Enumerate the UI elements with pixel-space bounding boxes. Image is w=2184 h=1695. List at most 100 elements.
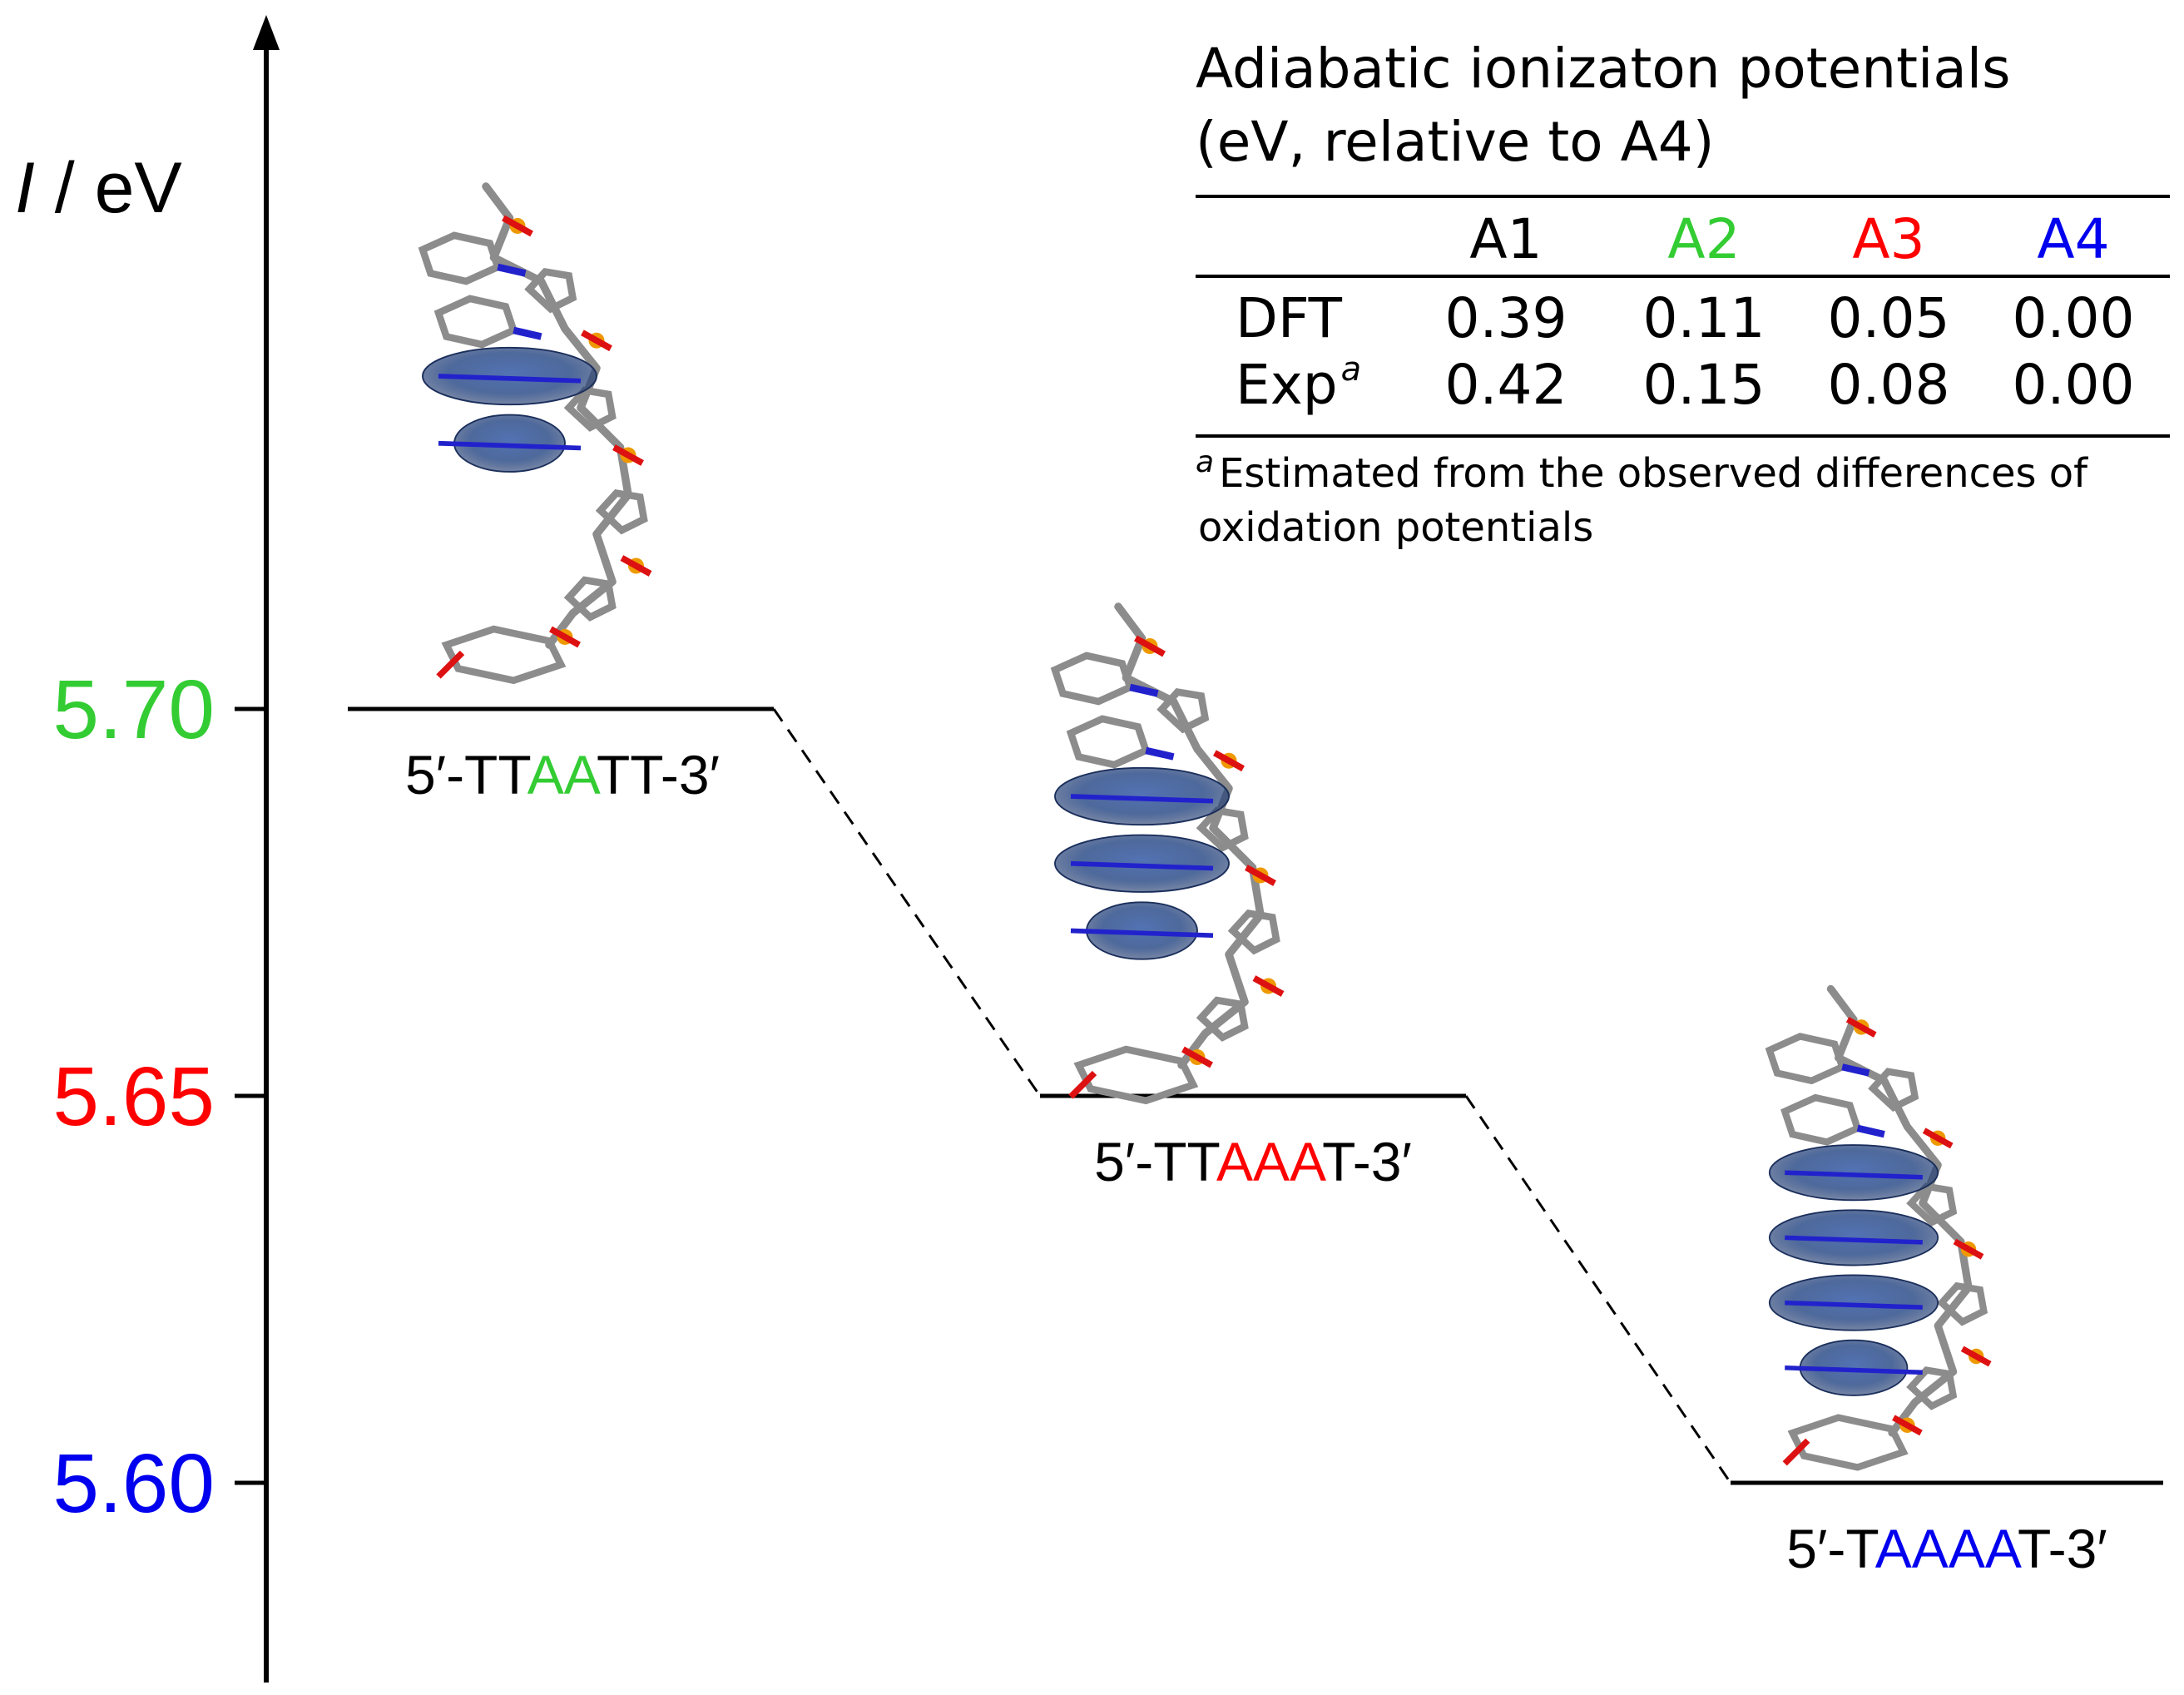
oxygen-bond	[1782, 1438, 1810, 1466]
ionization-table: Adiabatic ionizaton potentials (eV, rela…	[1196, 37, 2170, 551]
sequence-highlight: AA	[527, 744, 601, 805]
adenine-base	[438, 374, 582, 384]
sugar-ring	[1156, 688, 1210, 734]
oxygen-bond	[1922, 1128, 1954, 1149]
sequence-highlight: AAA	[1216, 1131, 1326, 1192]
sugar-ring	[1868, 1068, 1919, 1112]
column-header: A2	[1667, 207, 1740, 271]
table-cell: 0.00	[2013, 286, 2135, 350]
thymine-base	[1780, 1093, 1862, 1146]
thymine-base	[433, 295, 518, 349]
column-header: A1	[1469, 207, 1542, 271]
oxygen-bond	[1892, 1415, 1923, 1436]
nitrogen-bond	[1856, 1124, 1885, 1138]
table-footnote-line1: a Estimated from the observed differences…	[1196, 445, 2088, 497]
thymine-base	[1050, 652, 1135, 706]
molecule-renderings	[418, 182, 1992, 1471]
oxygen-bond	[1252, 975, 1285, 997]
tick-label: 5.60	[52, 1437, 215, 1530]
row-label: Exp a	[1236, 350, 1361, 417]
level-connector	[772, 708, 1042, 1097]
table-body: DFT 0.39 0.11 0.05 0.00 Exp a 0.42 0.15 0.08 0.00	[1236, 286, 2134, 417]
sequence-label: 5′-TTAATT-3′	[405, 744, 720, 805]
sugar-ring	[563, 386, 617, 432]
thymine-base	[1066, 715, 1151, 769]
dna-molecule-image	[1765, 984, 1992, 1471]
nitrogen-bond	[1841, 1063, 1870, 1077]
adenine-base	[1785, 1365, 1923, 1375]
table-cell: 0.05	[1828, 286, 1950, 350]
row-label-superscript: a	[1341, 350, 1362, 389]
table-title-line2: (eV, relative to A4)	[1196, 110, 1715, 174]
dna-molecule-image	[1050, 602, 1285, 1105]
adenine-base	[438, 440, 582, 451]
nitrogen-bond	[497, 263, 527, 277]
column-header: A3	[1852, 207, 1924, 271]
sequence-suffix: T-3′	[1322, 1131, 1412, 1192]
tick-label: 5.70	[52, 663, 215, 756]
oxygen-bond	[1181, 1046, 1213, 1068]
sequence-label: 5′-TAAAAT-3′	[1786, 1518, 2107, 1579]
row-label-text: Exp	[1236, 353, 1338, 417]
adenine-base	[1785, 1170, 1923, 1180]
adenine-base	[1070, 860, 1214, 871]
axis-arrow-icon	[253, 15, 280, 50]
oxygen-bond	[1213, 750, 1245, 772]
sugar-ring	[524, 268, 577, 314]
sequence-prefix: 5′-T	[1786, 1518, 1878, 1579]
dna-molecule-image	[418, 182, 652, 685]
oxygen-bond	[620, 555, 652, 577]
energy-levels: 5′-TTAATT-3′5′-TTAAAT-3′5′-TAAAAT-3′	[348, 706, 2163, 1579]
sequence-label: 5′-TTAAAT-3′	[1094, 1131, 1412, 1192]
table-cell: 0.15	[1643, 353, 1766, 417]
oxygen-bond	[1134, 635, 1166, 657]
adenine-base	[1070, 928, 1214, 939]
sequence-suffix: TT-3′	[597, 744, 720, 805]
oxygen-bond	[1953, 1238, 1984, 1260]
energy-axis: I / eV 5.70 5.65 5.60	[15, 15, 280, 1683]
thymine-base	[441, 625, 567, 685]
table-cell: 0.39	[1445, 286, 1567, 350]
adenine-base	[1785, 1235, 1923, 1245]
table-title-line1: Adiabatic ionizaton potentials	[1196, 37, 2011, 101]
table-header: A1 A2 A3 A4	[1469, 207, 2109, 271]
column-header: A4	[2037, 207, 2109, 271]
sequence-suffix: T-3′	[2018, 1518, 2107, 1579]
thymine-base	[1765, 1033, 1847, 1085]
table-footnote-line2: oxidation potentials	[1198, 504, 1593, 551]
sugar-ring	[1227, 909, 1280, 955]
table-cell: 0.00	[2013, 353, 2135, 417]
nitrogen-bond	[1145, 746, 1175, 761]
axis-ticks: 5.70 5.65 5.60	[52, 663, 266, 1530]
adenine-base	[1070, 794, 1214, 804]
table-cell: 0.11	[1643, 286, 1766, 350]
oxygen-bond	[1068, 1070, 1097, 1099]
oxygen-bond	[502, 215, 533, 237]
axis-label: I / eV	[15, 148, 182, 228]
oxygen-bond	[612, 444, 644, 466]
adenine-base	[1785, 1300, 1923, 1310]
oxygen-bond	[436, 650, 465, 679]
sequence-prefix: 5′-TT	[405, 744, 530, 805]
level-connector	[1464, 1095, 1732, 1484]
nitrogen-bond	[1129, 683, 1159, 697]
oxygen-bond	[1845, 1016, 1877, 1038]
row-label-text: DFT	[1236, 286, 1343, 350]
footnote-text: Estimated from the observed differences …	[1219, 450, 2088, 497]
sugar-ring	[1906, 1182, 1958, 1227]
sugar-ring	[595, 489, 648, 535]
table-cell: 0.42	[1445, 353, 1567, 417]
tick-label: 5.65	[52, 1050, 215, 1143]
table-cell: 0.08	[1828, 353, 1950, 417]
oxygen-bond	[1960, 1346, 1992, 1367]
row-label: DFT	[1236, 286, 1343, 350]
thymine-base	[1787, 1414, 1909, 1471]
footnote-mark: a	[1196, 445, 1214, 479]
sequence-prefix: 5′-TT	[1094, 1131, 1219, 1192]
oxygen-bond	[549, 626, 581, 648]
axis-label-unit: / eV	[35, 148, 182, 228]
sugar-ring	[563, 576, 617, 622]
sugar-ring	[1196, 996, 1249, 1042]
axis-label-symbol: I	[15, 148, 35, 228]
thymine-base	[1073, 1045, 1199, 1105]
